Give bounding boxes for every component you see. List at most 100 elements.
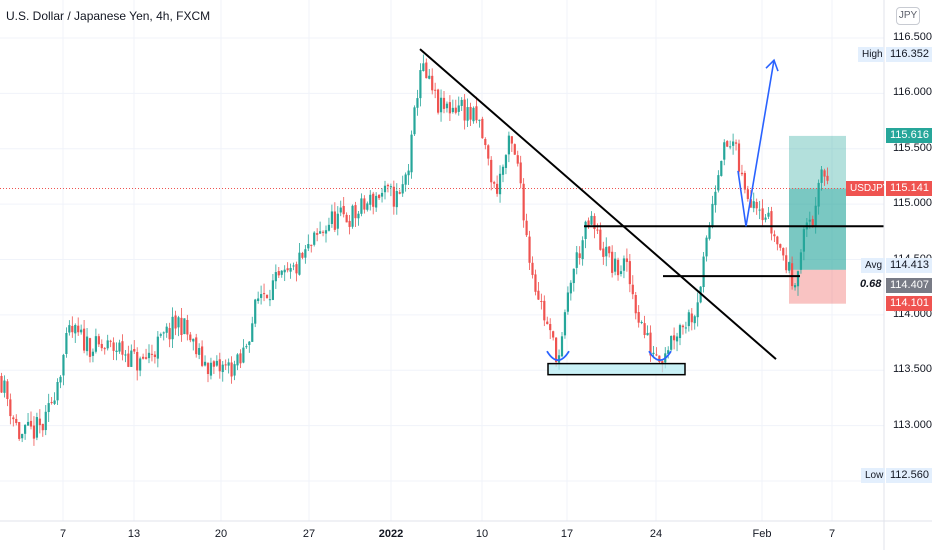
candle-body [248, 341, 251, 345]
candle-body [608, 246, 611, 254]
candle-body [301, 252, 304, 258]
long-position-tool[interactable] [0, 135, 884, 304]
candle-body [675, 336, 679, 342]
candle-body [457, 105, 460, 112]
candle-body [144, 357, 148, 359]
candle-body [0, 375, 3, 393]
candle-body [711, 203, 714, 227]
candle-body [416, 98, 419, 108]
candle-body [575, 252, 578, 268]
symbol-title: U.S. Dollar / Japanese Yen, 4h, FXCM [6, 9, 211, 23]
candle-body [139, 358, 142, 371]
high-tag-label: High [858, 46, 884, 62]
candle-body [504, 155, 508, 168]
candle-body [94, 336, 97, 352]
double-bottom-zone [547, 362, 686, 376]
candle-body [684, 327, 687, 329]
candle-body [605, 246, 608, 257]
candle-body [313, 232, 316, 245]
candle-body [198, 347, 201, 355]
candle-body [47, 403, 50, 413]
candle-body [740, 172, 744, 175]
profit-progress-zone [789, 188, 846, 270]
candle-body [493, 182, 496, 184]
candle-body [451, 107, 454, 113]
candle-body [472, 107, 475, 122]
avg-tag-value: 114.413 [886, 258, 932, 274]
candle-body [260, 294, 263, 298]
candle-body [3, 380, 6, 393]
candle-body [602, 248, 605, 257]
candle-body [678, 325, 682, 339]
candle-body [283, 269, 286, 273]
candle-body [327, 224, 331, 231]
candle-body [383, 185, 387, 193]
candle-body [375, 195, 378, 208]
candle-body [490, 159, 493, 183]
low-tag-label: Low [861, 467, 885, 483]
candle-body [124, 354, 127, 356]
candle-body [109, 340, 112, 342]
chart-grid [0, 0, 884, 521]
candle-body [714, 191, 717, 206]
candle-body [658, 355, 661, 363]
candle-body [162, 332, 165, 334]
candle-body [469, 106, 472, 120]
last-price-tag-value: 115.141 [886, 181, 932, 196]
candle-body [770, 211, 773, 234]
candle-body [239, 353, 242, 364]
candle-body [41, 423, 44, 431]
projection-arrow-head [765, 58, 779, 72]
candle-body [321, 231, 325, 233]
candle-body [209, 362, 213, 376]
candle-body [103, 348, 106, 350]
candle-body [652, 352, 655, 355]
candle-body [611, 251, 614, 273]
candle-body [215, 360, 218, 366]
candle-body [245, 346, 248, 348]
time-axis-tick: 27 [302, 528, 316, 540]
candle-body [24, 425, 27, 434]
candle-body [133, 348, 136, 352]
currency-badge[interactable]: JPY [896, 7, 920, 25]
candle-body [147, 352, 151, 359]
candle-body [398, 192, 401, 194]
candle-body [369, 194, 372, 205]
candle-body [634, 294, 637, 314]
candle-body [348, 220, 351, 227]
candle-body [262, 293, 266, 295]
candle-body [330, 211, 333, 224]
candle-body [100, 343, 103, 349]
candle-body [407, 170, 410, 176]
time-axis-tick: 7 [59, 528, 67, 540]
candle-body [50, 402, 53, 404]
candle-body [802, 229, 805, 252]
candle-body [186, 319, 189, 335]
candle-body [439, 97, 443, 113]
candle-body [513, 144, 516, 155]
candle-body [761, 208, 764, 221]
candle-body [26, 421, 30, 426]
candle-body [581, 240, 584, 260]
candle-body [68, 325, 71, 333]
candle-body [667, 350, 670, 354]
candle-body [534, 274, 537, 292]
candle-body [159, 334, 162, 336]
candle-body [77, 325, 80, 333]
candle-body [560, 336, 564, 357]
candle-body [189, 334, 192, 341]
candle-body [599, 229, 602, 250]
candle-body [496, 183, 499, 194]
candle-body [339, 207, 342, 213]
candle-body [463, 99, 466, 121]
candle-body [35, 417, 38, 438]
candle-body [115, 350, 118, 352]
candle-body [357, 213, 360, 219]
candle-body [298, 252, 301, 275]
candle-body [525, 220, 528, 236]
candle-body [578, 253, 581, 258]
time-axis-tick: 17 [560, 528, 574, 540]
candle-body [336, 213, 339, 229]
candle-body [614, 258, 617, 272]
